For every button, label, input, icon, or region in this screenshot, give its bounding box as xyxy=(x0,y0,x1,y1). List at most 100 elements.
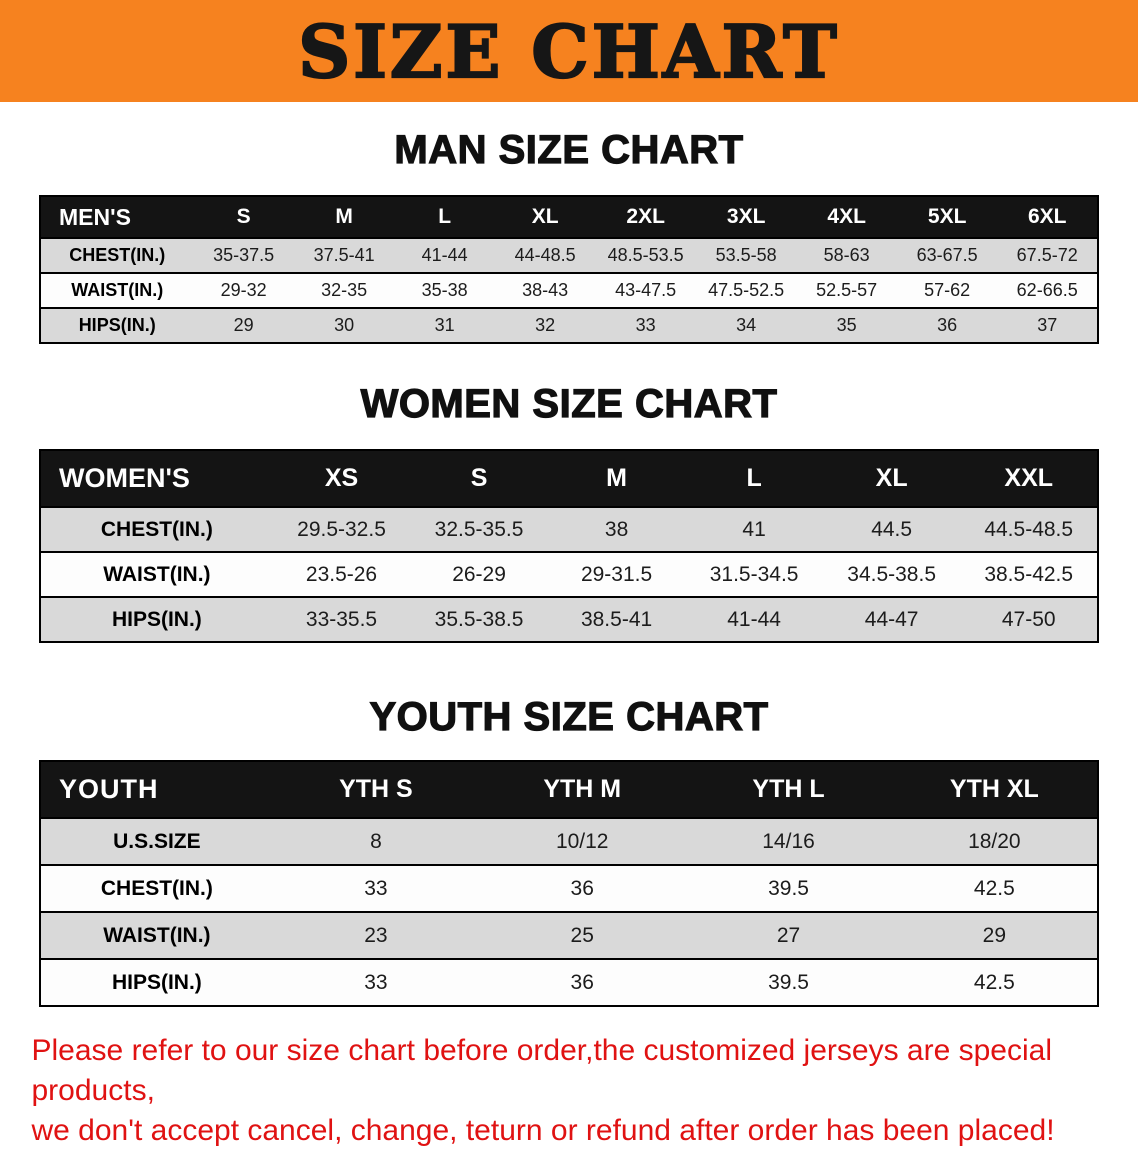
row-label: CHEST(IN.) xyxy=(40,506,273,552)
table-row: WAIST(IN.) 23.5-26 26-29 29-31.5 31.5-34… xyxy=(40,551,1098,597)
row-label: WAIST(IN.) xyxy=(40,272,194,308)
youth-size-section: YOUTH SIZE CHART YOUTH YTH S YTH M YTH L… xyxy=(0,694,1138,1007)
men-size-table: MEN'S S M L XL 2XL 3XL 4XL 5XL 6XL CHEST… xyxy=(39,195,1099,344)
youth-size-table: YOUTH YTH S YTH M YTH L YTH XL U.S.SIZE … xyxy=(39,760,1099,1007)
table-cell: 34.5-38.5 xyxy=(822,551,961,597)
column-header: XL xyxy=(494,196,596,238)
column-header: M xyxy=(293,196,395,238)
column-header: L xyxy=(685,450,823,507)
row-label: CHEST(IN.) xyxy=(40,237,194,273)
table-cell: 41-44 xyxy=(685,596,823,642)
table-cell: 47-50 xyxy=(960,596,1098,642)
table-cell: 29 xyxy=(193,307,294,343)
table-cell: 36 xyxy=(479,864,686,912)
title-banner: SIZE CHART xyxy=(0,0,1138,102)
table-row: HIPS(IN.) 33 36 39.5 42.5 xyxy=(40,958,1098,1006)
table-cell: 39.5 xyxy=(685,958,892,1006)
table-cell: 63-67.5 xyxy=(896,237,998,273)
table-cell: 25 xyxy=(479,911,686,959)
table-cell: 33 xyxy=(272,864,480,912)
table-cell: 39.5 xyxy=(685,864,892,912)
column-header: WOMEN'S xyxy=(40,450,273,507)
table-cell: 26-29 xyxy=(410,551,548,597)
table-cell: 44-47 xyxy=(822,596,961,642)
row-label: HIPS(IN.) xyxy=(40,307,194,343)
table-cell: 42.5 xyxy=(891,864,1098,912)
table-cell: 18/20 xyxy=(891,817,1098,865)
table-cell: 36 xyxy=(479,958,686,1006)
women-header-row: WOMEN'S XS S M L XL XXL xyxy=(40,450,1098,507)
table-cell: 67.5-72 xyxy=(997,237,1098,273)
column-header: 4XL xyxy=(796,196,897,238)
table-cell: 23.5-26 xyxy=(272,551,411,597)
table-cell: 37.5-41 xyxy=(293,237,395,273)
table-row: WAIST(IN.) 29-32 32-35 35-38 38-43 43-47… xyxy=(40,272,1098,308)
column-header: YTH S xyxy=(272,761,480,818)
table-cell: 47.5-52.5 xyxy=(695,272,797,308)
table-cell: 35 xyxy=(796,307,897,343)
table-cell: 37 xyxy=(997,307,1098,343)
disclaimer: Please refer to our size chart before or… xyxy=(32,1031,1107,1151)
column-header: XL xyxy=(822,450,961,507)
column-header: YTH L xyxy=(685,761,892,818)
column-header: YTH XL xyxy=(891,761,1098,818)
table-cell: 8 xyxy=(272,817,480,865)
table-row: U.S.SIZE 8 10/12 14/16 18/20 xyxy=(40,817,1098,865)
table-cell: 34 xyxy=(695,307,797,343)
table-cell: 35-38 xyxy=(394,272,495,308)
column-header: YOUTH xyxy=(40,761,273,818)
table-cell: 30 xyxy=(293,307,395,343)
men-header-row: MEN'S S M L XL 2XL 3XL 4XL 5XL 6XL xyxy=(40,196,1098,238)
disclaimer-line: Please refer to our size chart before or… xyxy=(31,1034,1053,1107)
table-cell: 23 xyxy=(272,911,480,959)
table-row: HIPS(IN.) 33-35.5 35.5-38.5 38.5-41 41-4… xyxy=(40,596,1098,642)
table-cell: 35.5-38.5 xyxy=(410,596,548,642)
row-label: U.S.SIZE xyxy=(40,817,273,865)
column-header: S xyxy=(410,450,548,507)
table-cell: 29-31.5 xyxy=(547,551,686,597)
table-row: CHEST(IN.) 29.5-32.5 32.5-35.5 38 41 44.… xyxy=(40,506,1098,552)
row-label: WAIST(IN.) xyxy=(40,911,273,959)
table-cell: 53.5-58 xyxy=(695,237,797,273)
page-title: SIZE CHART xyxy=(297,7,840,94)
table-cell: 32 xyxy=(494,307,596,343)
table-cell: 41-44 xyxy=(394,237,495,273)
column-header: MEN'S xyxy=(40,196,194,238)
table-cell: 10/12 xyxy=(479,817,686,865)
women-section-heading: WOMEN SIZE CHART xyxy=(360,381,778,426)
table-cell: 44.5 xyxy=(822,506,961,552)
table-cell: 58-63 xyxy=(796,237,897,273)
column-header: 2XL xyxy=(595,196,696,238)
table-cell: 38.5-41 xyxy=(547,596,686,642)
table-cell: 44-48.5 xyxy=(494,237,596,273)
table-cell: 38.5-42.5 xyxy=(960,551,1098,597)
row-label: HIPS(IN.) xyxy=(40,958,273,1006)
table-cell: 57-62 xyxy=(896,272,998,308)
table-cell: 29.5-32.5 xyxy=(272,506,411,552)
youth-section-heading: YOUTH SIZE CHART xyxy=(369,694,769,739)
table-row: CHEST(IN.) 33 36 39.5 42.5 xyxy=(40,864,1098,912)
table-cell: 33-35.5 xyxy=(272,596,411,642)
column-header: S xyxy=(193,196,294,238)
table-cell: 38 xyxy=(547,506,686,552)
column-header: XS xyxy=(272,450,411,507)
column-header: YTH M xyxy=(479,761,686,818)
table-cell: 31 xyxy=(394,307,495,343)
table-cell: 38-43 xyxy=(494,272,596,308)
table-cell: 33 xyxy=(595,307,696,343)
column-header: 3XL xyxy=(695,196,797,238)
women-size-section: WOMEN SIZE CHART WOMEN'S XS S M L XL XXL… xyxy=(0,381,1138,643)
disclaimer-line: we don't accept cancel, change, teturn o… xyxy=(31,1113,1055,1147)
table-cell: 32.5-35.5 xyxy=(410,506,548,552)
youth-header-row: YOUTH YTH S YTH M YTH L YTH XL xyxy=(40,761,1098,818)
table-row: CHEST(IN.) 35-37.5 37.5-41 41-44 44-48.5… xyxy=(40,237,1098,273)
table-cell: 41 xyxy=(685,506,823,552)
table-cell: 43-47.5 xyxy=(595,272,696,308)
row-label: HIPS(IN.) xyxy=(40,596,273,642)
table-cell: 32-35 xyxy=(293,272,395,308)
table-cell: 31.5-34.5 xyxy=(685,551,823,597)
column-header: 6XL xyxy=(997,196,1098,238)
row-label: CHEST(IN.) xyxy=(40,864,273,912)
table-cell: 44.5-48.5 xyxy=(960,506,1098,552)
